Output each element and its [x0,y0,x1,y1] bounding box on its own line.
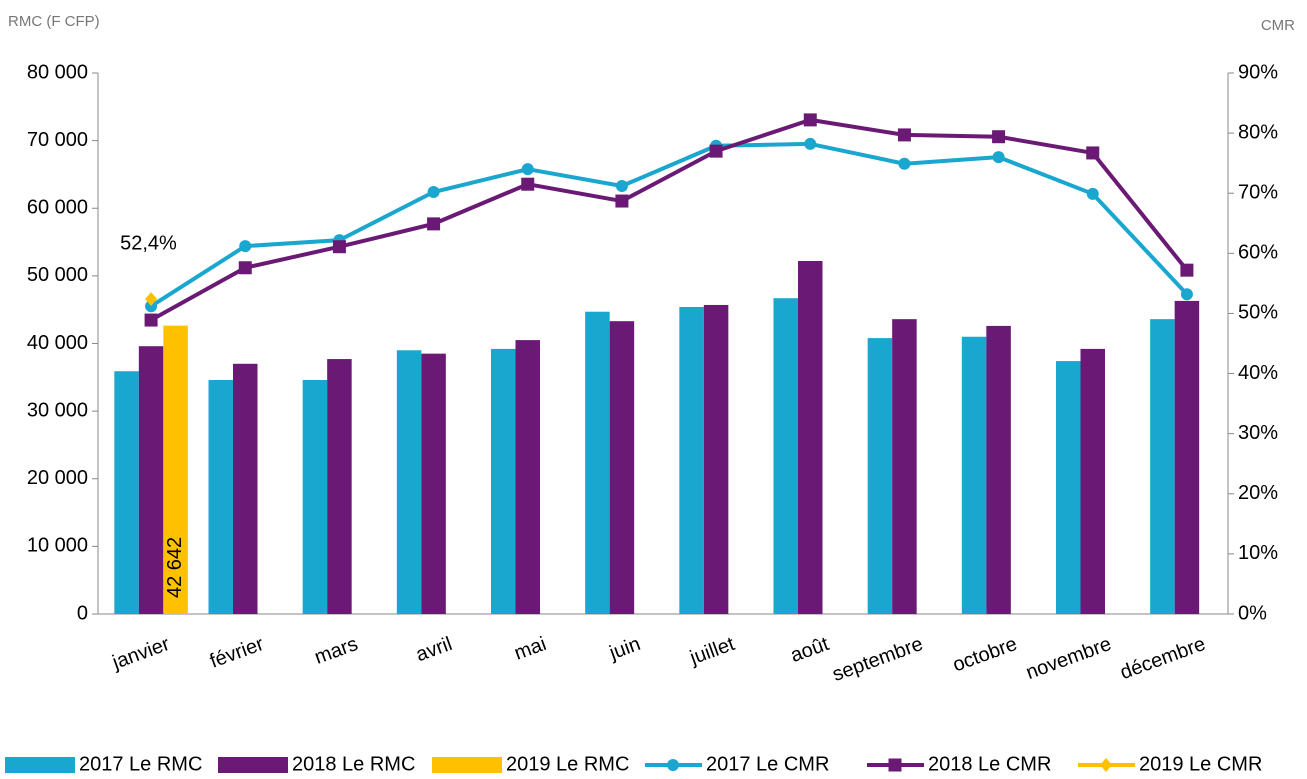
line-marker [238,261,252,275]
data-label: 52,4% [120,232,177,254]
line-marker [992,130,1006,144]
y2-tick-label: 30% [1238,422,1278,444]
x-tick-label: octobre [950,633,1020,676]
bar [138,346,164,614]
bar [421,353,446,614]
y2-tick-label: 60% [1238,242,1278,264]
line-marker [239,240,252,253]
x-tick-label: mars [312,633,361,669]
x-tick-label: janvier [109,633,173,674]
x-tick-label: juin [606,633,644,665]
line-marker [898,157,911,170]
line [150,117,1189,322]
bar [515,340,540,614]
bar [986,325,1011,614]
legend-label: 2018 Le RMC [292,753,415,775]
x-tick-label: février [207,633,267,673]
x-tick-label: août [788,633,833,667]
bar [491,348,516,614]
bar [1150,319,1175,614]
y2-axis-title: CMR [1261,17,1295,34]
legend-swatch [5,757,75,773]
line-marker [615,194,629,208]
legend-label: 2019 Le CMR [1139,753,1262,775]
bar [679,306,704,614]
line-marker [804,137,817,150]
line [150,141,1189,308]
line-marker [145,300,158,313]
bar [114,371,139,614]
bar [609,321,635,614]
legend-marker [888,758,902,772]
bar [1056,361,1081,614]
line-marker [897,128,911,142]
legend-swatch [432,757,502,773]
line-marker [615,180,628,193]
x-tick-label: avril [413,633,455,666]
y-axis-title: RMC (F CFP) [8,13,100,30]
line-marker [1086,187,1099,200]
y-tick-label: 20 000 [27,467,88,489]
bar [892,319,917,614]
data-label: 42 642 [164,537,186,598]
bar [396,350,422,614]
y2-tick-label: 20% [1238,482,1278,504]
y2-tick-label: 0% [1238,602,1267,624]
bar [773,298,798,614]
line-marker [521,163,534,176]
line-marker [992,151,1005,164]
y-tick-label: 80 000 [27,61,88,83]
line-marker [332,240,346,254]
line-marker [1086,146,1100,160]
legend-label: 2018 Le CMR [928,753,1051,775]
line-marker [145,292,158,307]
y-tick-label: 0 [77,602,88,624]
line-marker [709,144,723,158]
legend-label: 2017 Le CMR [706,753,829,775]
y-tick-label: 60 000 [27,197,88,219]
legend-marker [1100,758,1112,772]
bar [163,325,188,614]
x-tick-label: juillet [686,633,738,670]
legend-label: 2017 Le RMC [79,753,202,775]
y-tick-label: 40 000 [27,332,88,354]
legend-marker [667,759,679,771]
line-marker [427,217,441,231]
bar [867,338,893,614]
y-tick-label: 30 000 [27,399,88,421]
y-tick-label: 70 000 [27,129,88,151]
bar [302,380,328,614]
bar [585,311,610,614]
y-tick-label: 10 000 [27,535,88,557]
line-marker [1180,263,1194,277]
legend-label: 2019 Le RMC [506,753,629,775]
y2-tick-label: 50% [1238,302,1278,324]
x-tick-label: mai [511,633,549,665]
legend-swatch [218,757,288,773]
bar [703,304,729,614]
bar [961,336,987,614]
bar [1174,300,1200,614]
bar [798,260,823,614]
y2-tick-label: 80% [1238,121,1278,143]
line-marker [427,186,440,199]
y2-tick-label: 70% [1238,182,1278,204]
line-marker [803,113,817,127]
bar [208,380,233,614]
line-marker [521,177,535,191]
y2-tick-label: 10% [1238,542,1278,564]
bar [1080,348,1105,614]
line-marker [144,313,158,327]
bar [327,359,352,614]
x-tick-label: décembre [1117,633,1208,684]
line-marker [1180,288,1193,301]
y2-tick-label: 40% [1238,362,1278,384]
y-tick-label: 50 000 [27,264,88,286]
x-tick-label: novembre [1023,633,1114,684]
y2-tick-label: 90% [1238,61,1278,83]
bar [233,363,258,614]
x-tick-label: septembre [830,633,926,686]
